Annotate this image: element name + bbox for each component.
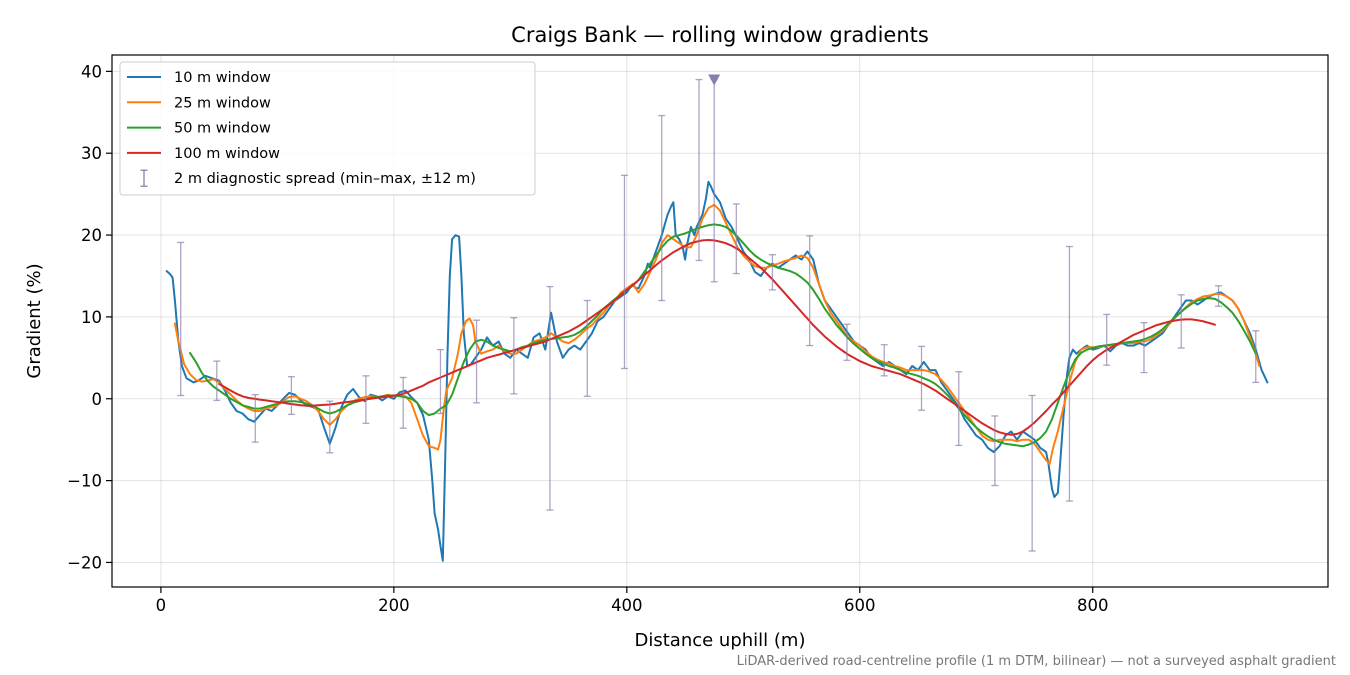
x-tick-label: 400 [611,596,643,615]
errorbar-series [177,74,1260,552]
chart-title: Craigs Bank — rolling window gradients [511,23,929,47]
legend-label: 50 m window [174,121,271,137]
y-axis-label: Gradient (%) [24,263,45,378]
legend-label: 2 m diagnostic spread (min–max, ±12 m) [174,171,476,187]
series-layer [165,74,1269,562]
x-tick-label: 600 [844,596,876,615]
x-tick-label: 200 [378,596,410,615]
y-tick-label: −10 [67,472,102,491]
y-tick-label: 30 [81,144,102,163]
footnote: LiDAR-derived road-centreline profile (1… [737,654,1336,669]
legend: 10 m window 25 m window 50 m window 100 m w… [119,61,536,196]
x-axis-label: Distance uphill (m) [635,630,806,651]
x-tick-label: 0 [156,596,167,615]
series-line-1 [173,203,1261,466]
y-tick-label: 20 [81,226,102,245]
series-line-3 [218,239,1216,436]
clipped-value-marker [708,74,721,86]
axis-ticks: 0 200 400 600 800 −20 −10 0 10 20 30 40 [67,62,1108,615]
legend-label: 10 m window [174,70,271,86]
legend-label: 25 m window [174,95,271,111]
y-tick-label: 40 [81,62,102,81]
x-tick-label: 800 [1077,596,1109,615]
plot-area [165,74,1269,562]
y-tick-label: −20 [67,553,102,572]
y-tick-label: 0 [92,390,103,409]
plot-frame [111,54,1329,588]
legend-box [119,61,536,196]
y-tick-label: 10 [81,308,102,327]
legend-label: 100 m window [174,146,280,162]
